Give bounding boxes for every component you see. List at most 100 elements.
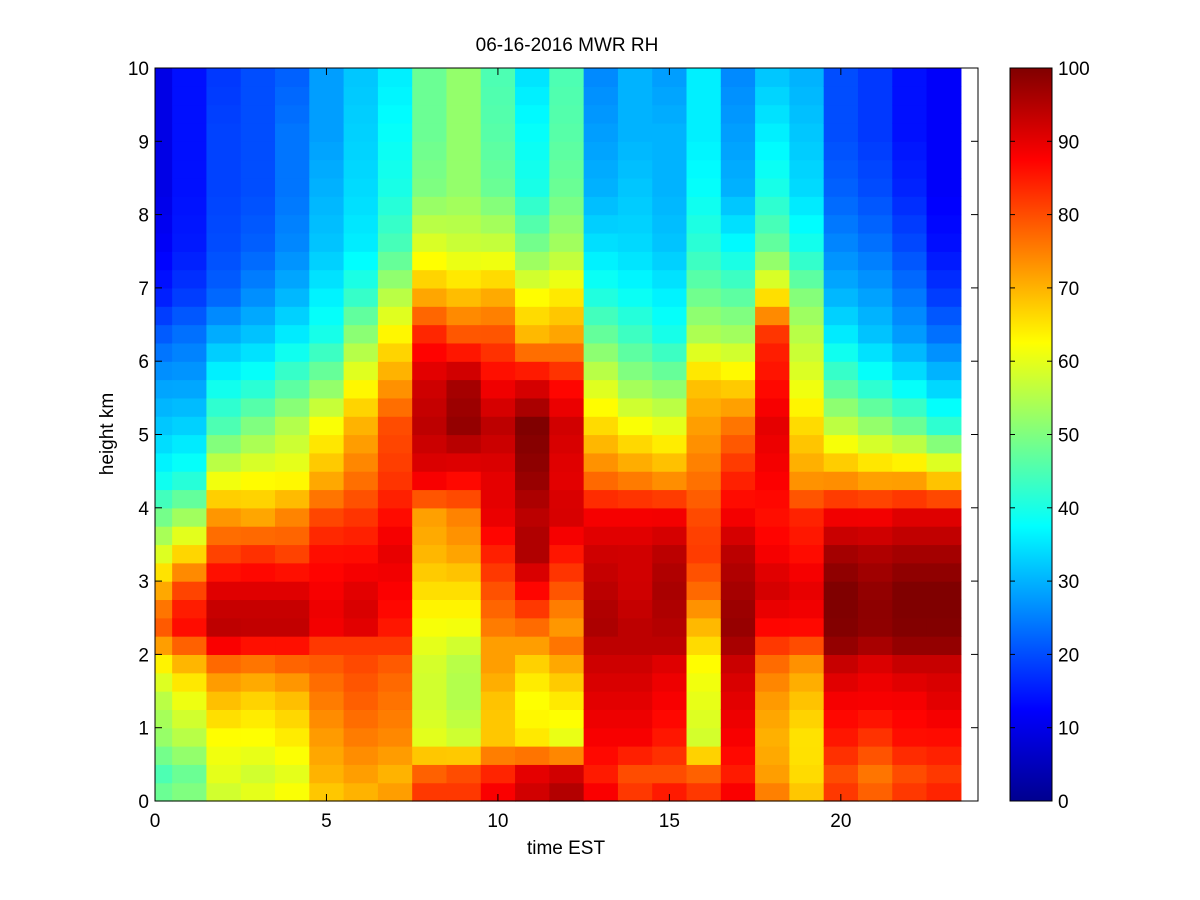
heatmap-cell [275,68,310,87]
heatmap-cell [755,232,790,252]
heatmap-cell [892,489,928,509]
heatmap-cell [412,122,448,142]
heatmap-cell [275,214,310,234]
heatmap-cell [720,86,756,106]
heatmap-cell [720,214,756,234]
heatmap-cell [206,544,242,564]
heatmap-cell [892,562,928,582]
heatmap-cell [309,709,345,729]
heatmap-cell [652,196,688,216]
heatmap-cell [857,746,893,765]
heatmap-cell [926,526,962,546]
heatmap-cell [857,122,893,142]
heatmap-cell [206,691,242,710]
heatmap-cell [755,306,790,326]
heatmap-cell [686,691,722,710]
heatmap-cell [549,251,585,271]
heatmap-cell [480,324,516,344]
heatmap-cell [377,361,413,381]
heatmap-cell [857,764,893,784]
heatmap-cell [926,104,962,124]
heatmap-cell [309,434,345,454]
heatmap-cell [412,782,448,802]
heatmap-cell [789,544,825,564]
heatmap-cell [446,214,482,234]
heatmap-cell [652,434,688,454]
heatmap-cell [155,86,173,106]
heatmap-cell [617,471,653,491]
heatmap-cell [172,379,208,399]
heatmap-cell [583,342,619,362]
heatmap-cell [275,672,310,692]
heatmap-cell [275,636,310,655]
heatmap-cell [240,141,276,161]
heatmap-cell [172,526,208,546]
heatmap-cell [617,544,653,564]
heatmap-cell [720,269,756,289]
heatmap-cell [446,562,482,582]
heatmap-cell [240,68,276,87]
heatmap-cell [155,709,173,729]
heatmap-cell [823,379,859,399]
heatmap-cell [240,452,276,472]
heatmap-cell [857,361,893,381]
heatmap-cell [206,361,242,381]
heatmap-cell [755,672,790,692]
heatmap-cell [857,141,893,161]
heatmap-cell [480,251,516,271]
colorbar-tick-label: 100 [1058,59,1090,80]
heatmap-cell [789,361,825,381]
heatmap-cell [652,287,688,307]
heatmap-cell [823,746,859,765]
heatmap-cell [309,122,345,142]
heatmap-cell [892,306,928,326]
heatmap-cell [412,177,448,197]
heatmap-cell [240,691,276,710]
heatmap-cell [755,104,790,124]
heatmap-cell [652,86,688,106]
heatmap-cell [549,68,585,87]
heatmap-cell [206,269,242,289]
heatmap-cell [343,782,379,802]
heatmap-cell [892,397,928,417]
heatmap-cell [652,727,688,747]
heatmap-cell [686,86,722,106]
heatmap-cell [240,471,276,491]
heatmap-cell [412,617,448,637]
heatmap-cell [412,581,448,601]
heatmap-cell [377,599,413,619]
heatmap-cell [823,196,859,216]
heatmap-cell [343,526,379,546]
heatmap-cell [617,141,653,161]
heatmap-cell [377,397,413,417]
heatmap-cell [549,581,585,601]
heatmap-cell [240,489,276,509]
heatmap-cell [720,122,756,142]
heatmap-cell [515,68,550,87]
heatmap-cell [823,416,859,436]
heatmap-cell [309,581,345,601]
heatmap-cell [275,709,310,729]
heatmap-cell [206,196,242,216]
heatmap-cell [823,562,859,582]
heatmap-cell [652,214,688,234]
heatmap-cell [926,764,962,784]
heatmap-cell [412,489,448,509]
heatmap-cell [686,746,722,765]
heatmap-cell [617,397,653,417]
heatmap-cell [343,489,379,509]
heatmap-cell [583,68,619,87]
heatmap-cell [412,251,448,271]
heatmap-cell [857,68,893,87]
heatmap-cell [343,452,379,472]
heatmap-cell [755,141,790,161]
heatmap-cell [515,709,550,729]
heatmap-cell [583,764,619,784]
heatmap-cell [412,196,448,216]
heatmap-cell [686,599,722,619]
heatmap-cell [549,177,585,197]
heatmap-cell [515,452,550,472]
heatmap-cell [515,251,550,271]
heatmap-cell [309,727,345,747]
